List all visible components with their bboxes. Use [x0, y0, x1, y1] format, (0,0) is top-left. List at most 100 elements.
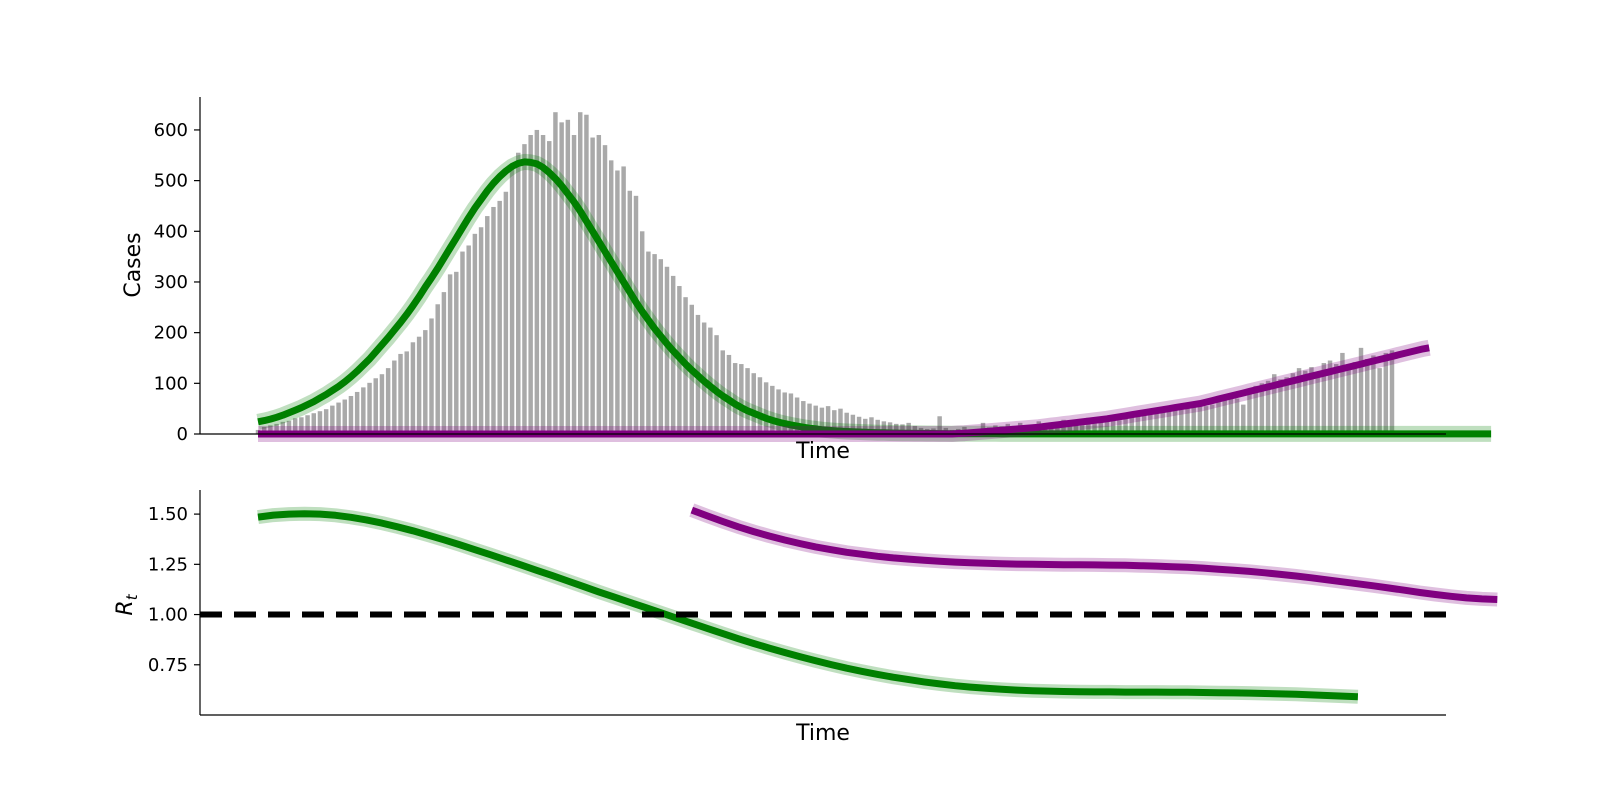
case-bar	[1334, 364, 1339, 434]
case-bar	[1346, 367, 1351, 434]
case-bar	[1086, 417, 1091, 434]
case-bar	[1148, 410, 1153, 434]
case-bar	[1216, 401, 1221, 434]
rt-lines	[257, 503, 1498, 704]
case-bar	[794, 397, 800, 434]
rt-panel: 0.75 1.00 1.25 1.50 Time Rt	[113, 490, 1498, 746]
case-bar	[757, 377, 763, 434]
cases-x-axis-label: Time	[795, 439, 850, 464]
case-bar	[540, 135, 546, 434]
case-bar	[472, 233, 478, 434]
case-bar	[1290, 373, 1296, 434]
case-bar	[404, 351, 409, 434]
case-bar	[739, 364, 744, 434]
case-bar	[788, 393, 794, 434]
case-bar	[801, 401, 806, 434]
case-bar	[528, 135, 533, 434]
case-bar	[292, 418, 298, 434]
case-bar	[534, 129, 540, 434]
case-bar	[708, 327, 713, 434]
case-bar	[1055, 424, 1060, 434]
case-bar	[1073, 421, 1079, 434]
case-bar	[751, 373, 756, 434]
case-bar	[299, 417, 304, 434]
case-bar	[819, 407, 825, 434]
case-bar	[807, 403, 812, 434]
case-bar	[1309, 367, 1314, 434]
case-bar	[373, 378, 378, 434]
case-bar	[1247, 392, 1252, 434]
case-bar	[485, 216, 490, 434]
case-bar	[367, 382, 372, 434]
case-bar	[354, 391, 360, 434]
case-bar	[261, 426, 267, 434]
case-bar	[1117, 420, 1122, 434]
rt-y-axis-label: Rt	[113, 593, 141, 615]
case-bar	[1048, 425, 1054, 434]
case-bar	[1377, 368, 1382, 434]
case-bar	[732, 363, 738, 434]
case-bar	[856, 416, 862, 434]
rt-y-axis-label-subscript: t	[123, 593, 141, 600]
cases-y-tick-label: 600	[154, 120, 188, 141]
case-bar	[937, 416, 942, 434]
cases-y-tick-label: 0	[177, 424, 188, 445]
cases-y-tick-label: 100	[154, 373, 188, 394]
case-bar	[311, 413, 316, 434]
case-bar	[1253, 385, 1258, 434]
case-bar	[1141, 412, 1147, 434]
case-bar	[286, 420, 292, 434]
case-bar	[1123, 415, 1128, 434]
cases-y-tick-label: 400	[154, 221, 188, 242]
case-bar	[1185, 406, 1190, 434]
case-bar	[553, 112, 558, 434]
case-bar	[410, 342, 416, 434]
case-bar	[1234, 398, 1240, 434]
case-bar	[379, 374, 385, 434]
case-bar	[1179, 409, 1184, 434]
cases-panel: 0 100 200 300 400 500 600 Time Cases	[121, 97, 1493, 464]
case-bar	[1303, 370, 1308, 434]
case-bar	[280, 421, 286, 434]
case-bar	[590, 137, 595, 435]
rt-x-axis-label: Time	[795, 721, 850, 746]
case-bar	[491, 206, 496, 434]
case-bar	[398, 353, 403, 434]
case-bar	[1228, 395, 1234, 434]
rt-y-tick-label: 1.25	[148, 554, 188, 575]
case-bar	[503, 191, 509, 434]
case-bar	[1272, 374, 1277, 434]
case-bar	[639, 231, 645, 434]
case-bar	[1358, 347, 1364, 434]
case-bar	[1383, 352, 1389, 434]
case-bar	[608, 160, 614, 434]
case-bar	[621, 166, 626, 434]
case-bar	[782, 392, 787, 434]
case-bar	[466, 245, 471, 434]
case-bar	[416, 336, 422, 434]
case-bar	[571, 135, 577, 434]
case-bar	[813, 405, 818, 434]
case-bar	[596, 135, 602, 434]
rt-line	[257, 510, 1359, 701]
case-bar	[435, 304, 440, 434]
case-bar	[627, 190, 633, 434]
case-bar	[825, 406, 831, 434]
case-bar	[447, 274, 453, 434]
case-bar	[1110, 417, 1116, 434]
case-bar	[478, 227, 484, 434]
case-bar	[516, 152, 521, 435]
case-bar	[441, 292, 447, 434]
case-bar	[565, 119, 571, 435]
case-bar	[1129, 413, 1134, 434]
case-bar	[348, 395, 354, 434]
case-bar	[633, 195, 639, 434]
rt-line	[690, 506, 1498, 603]
case-bar	[361, 387, 366, 434]
case-bar	[305, 415, 310, 434]
case-bar	[1389, 350, 1395, 434]
case-bar	[392, 360, 397, 434]
case-bar	[1340, 352, 1345, 434]
case-bar	[429, 318, 434, 434]
